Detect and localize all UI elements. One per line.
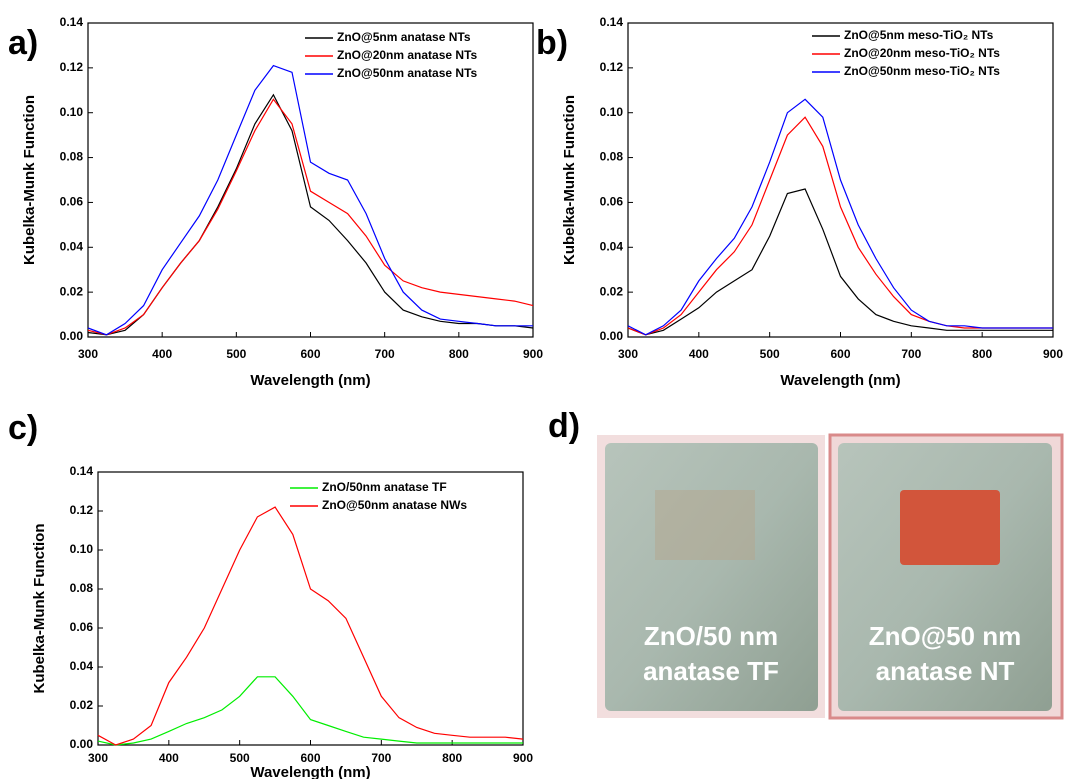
data-line [97, 506, 524, 746]
y-tick-label: 0.00 [600, 329, 624, 343]
panel-label: d) [548, 407, 580, 445]
x-tick-label: 800 [442, 751, 462, 765]
film-area [900, 490, 1000, 565]
photo-caption: ZnO/50 nm [644, 621, 778, 651]
legend-label: ZnO@50nm anatase NWs [322, 498, 467, 512]
y-tick-label: 0.08 [70, 581, 94, 595]
photo-caption: anatase NT [876, 656, 1015, 686]
plot-frame [97, 471, 524, 746]
x-tick-label: 900 [523, 347, 543, 361]
legend-label: ZnO/50nm anatase TF [322, 480, 447, 494]
x-tick-label: 900 [1043, 347, 1063, 361]
y-tick-label: 0.12 [60, 60, 84, 74]
y-tick-label: 0.10 [60, 105, 84, 119]
legend-label: ZnO@20nm meso-TiO₂ NTs [844, 46, 1000, 60]
data-line [87, 98, 534, 336]
data-line [87, 64, 533, 336]
x-tick-label: 600 [300, 347, 320, 361]
y-tick-label: 0.06 [60, 195, 84, 209]
y-axis-title: Kubelka-Munk Function [21, 95, 38, 265]
y-tick-label: 0.14 [70, 464, 94, 478]
x-tick-label: 300 [78, 347, 98, 361]
y-tick-label: 0.02 [600, 284, 624, 298]
panel-label: a) [8, 24, 38, 62]
x-tick-label: 300 [618, 347, 638, 361]
x-tick-label: 400 [689, 347, 709, 361]
x-tick-label: 300 [88, 751, 108, 765]
data-line [97, 676, 523, 746]
y-tick-label: 0.06 [70, 620, 94, 634]
x-tick-label: 900 [513, 751, 533, 765]
y-tick-label: 0.10 [600, 105, 624, 119]
y-tick-label: 0.14 [60, 15, 84, 29]
legend-label: ZnO@5nm anatase NTs [337, 30, 471, 44]
x-tick-label: 800 [972, 347, 992, 361]
data-line [627, 116, 1053, 336]
y-tick-label: 0.08 [600, 150, 624, 164]
y-tick-label: 0.10 [70, 542, 94, 556]
y-tick-label: 0.00 [70, 737, 94, 751]
y-axis-title: Kubelka-Munk Function [561, 95, 578, 265]
x-tick-label: 700 [901, 347, 921, 361]
x-tick-label: 500 [226, 347, 246, 361]
y-tick-label: 0.04 [70, 659, 94, 673]
x-tick-label: 600 [300, 751, 320, 765]
legend-label: ZnO@50nm anatase NTs [337, 66, 478, 80]
x-axis-title: Wavelength (nm) [250, 764, 370, 779]
y-tick-label: 0.04 [600, 239, 624, 253]
y-axis-title: Kubelka-Munk Function [31, 524, 48, 694]
photo-caption: anatase TF [643, 656, 779, 686]
data-line [627, 98, 1053, 336]
y-tick-label: 0.02 [70, 698, 94, 712]
legend-label: ZnO@50nm meso-TiO₂ NTs [844, 64, 1000, 78]
legend-label: ZnO@20nm anatase NTs [337, 48, 478, 62]
panel-label: c) [8, 409, 38, 447]
y-tick-label: 0.14 [600, 15, 624, 29]
x-tick-label: 500 [230, 751, 250, 765]
x-axis-title: Wavelength (nm) [250, 372, 370, 389]
y-tick-label: 0.06 [600, 195, 624, 209]
panel-label: b) [536, 24, 568, 62]
y-tick-label: 0.04 [60, 239, 84, 253]
x-tick-label: 400 [152, 347, 172, 361]
x-tick-label: 600 [830, 347, 850, 361]
y-tick-label: 0.08 [60, 150, 84, 164]
x-axis-title: Wavelength (nm) [780, 372, 900, 389]
x-tick-label: 700 [375, 347, 395, 361]
data-line [627, 188, 1053, 336]
y-tick-label: 0.02 [60, 284, 84, 298]
film-area [655, 490, 755, 560]
photo-caption: ZnO@50 nm [869, 621, 1021, 651]
x-tick-label: 500 [760, 347, 780, 361]
x-tick-label: 800 [449, 347, 469, 361]
y-tick-label: 0.12 [600, 60, 624, 74]
x-tick-label: 400 [159, 751, 179, 765]
y-tick-label: 0.12 [70, 503, 94, 517]
photo-panel: d) ZnO/50 nm anatase TF ZnO@50 nm anatas… [548, 407, 1064, 720]
x-tick-label: 700 [371, 751, 391, 765]
legend-label: ZnO@5nm meso-TiO₂ NTs [844, 28, 994, 42]
y-tick-label: 0.00 [60, 329, 84, 343]
